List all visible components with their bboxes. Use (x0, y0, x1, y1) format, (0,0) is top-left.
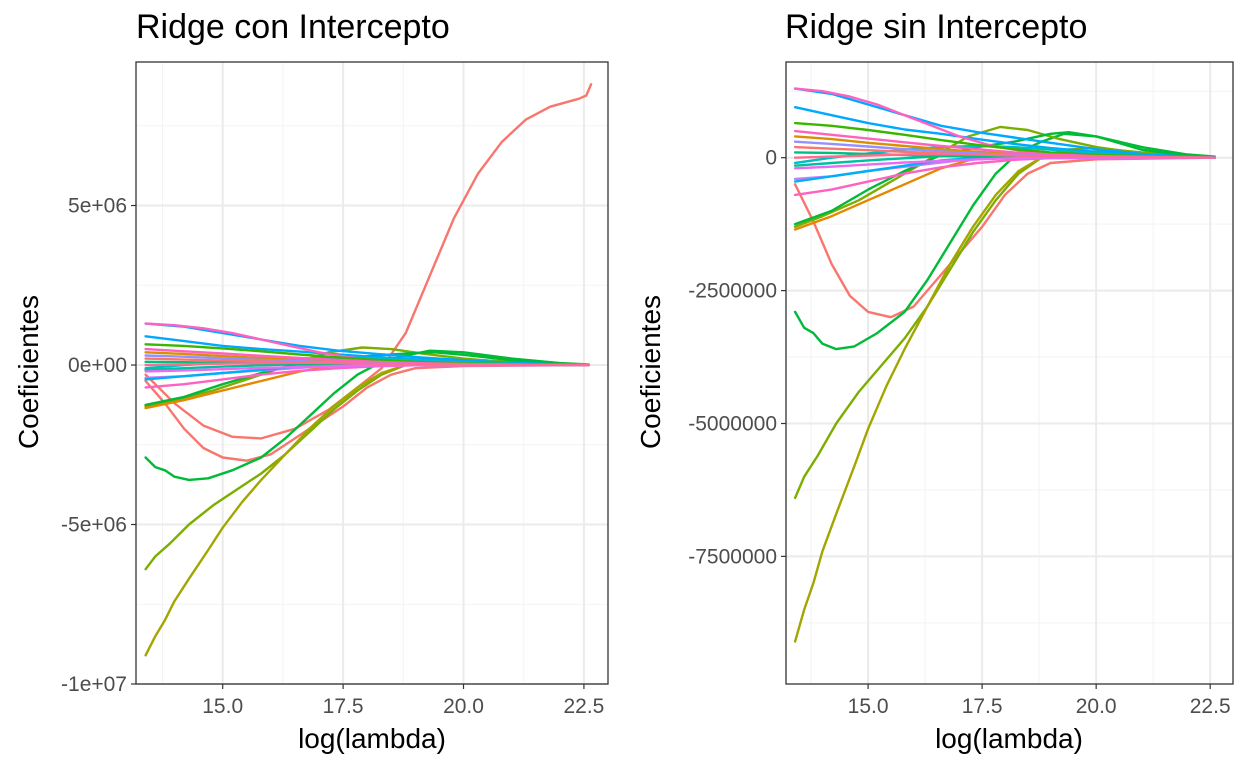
x-tick-label: 17.5 (962, 695, 1003, 718)
x-tick-label: 22.5 (1190, 695, 1231, 718)
x-tick-label: 22.5 (563, 695, 604, 718)
series-line-7 (144, 351, 590, 407)
series-lines-right (793, 87, 1216, 643)
series-line-1 (144, 83, 593, 440)
series-line-3 (144, 349, 590, 482)
plot-background-left (136, 62, 608, 684)
y-tick-label: -2500000 (688, 280, 777, 303)
series-line-2 (144, 363, 590, 462)
series-line-9 (793, 106, 1216, 159)
y-tick-label: -7500000 (688, 545, 777, 568)
series-line-24 (144, 361, 590, 367)
y-axis-right: -7500000 -5000000 -2500000 0 (688, 147, 786, 568)
panel-border-left (135, 61, 609, 685)
series-line-1 (793, 156, 1216, 319)
y-tick-label: 0 (765, 147, 777, 170)
x-axis-title-left: log(lambda) (298, 723, 446, 754)
y-tick-label: -5000000 (688, 413, 777, 436)
plot-area-right (785, 61, 1234, 685)
chart-panel-left: Ridge con Intercepto Coeficientes log(la… (13, 8, 609, 754)
y-tick-label: -5e+06 (61, 514, 127, 537)
y-tick-label: -1e+07 (61, 673, 127, 696)
chart-title-left: Ridge con Intercepto (136, 8, 450, 46)
chart-panel-right: Ridge sin Intercepto Coeficientes log(la… (635, 8, 1234, 754)
chart-title-right: Ridge sin Intercepto (785, 8, 1087, 46)
x-axis-title-right: log(lambda) (935, 723, 1083, 754)
x-axis-right: 15.0 17.5 20.0 22.5 (848, 684, 1231, 718)
x-tick-label: 17.5 (323, 695, 364, 718)
gridlines-right (786, 62, 1233, 684)
y-axis-left: -1e+07 -5e+06 0e+00 5e+06 (61, 195, 136, 696)
y-tick-label: 5e+06 (68, 195, 127, 218)
series-line-6 (793, 131, 1216, 226)
series-line-18 (793, 129, 1216, 159)
x-axis-left: 15.0 17.5 20.0 22.5 (202, 684, 604, 718)
y-tick-label: 0e+00 (68, 354, 127, 377)
x-tick-label: 15.0 (848, 695, 889, 718)
y-axis-title-left: Coeficientes (13, 295, 44, 449)
series-line-22 (793, 156, 1216, 170)
x-tick-label: 15.0 (202, 695, 243, 718)
series-lines-left (144, 83, 593, 657)
panel-border-right (785, 61, 1234, 685)
x-tick-label: 20.0 (443, 695, 484, 718)
y-axis-title-right: Coeficientes (635, 295, 666, 449)
plot-area-left (135, 61, 609, 685)
series-line-23 (144, 363, 590, 373)
series-line-23 (793, 152, 1216, 159)
series-line-17 (793, 121, 1216, 159)
x-tick-label: 20.0 (1076, 695, 1117, 718)
